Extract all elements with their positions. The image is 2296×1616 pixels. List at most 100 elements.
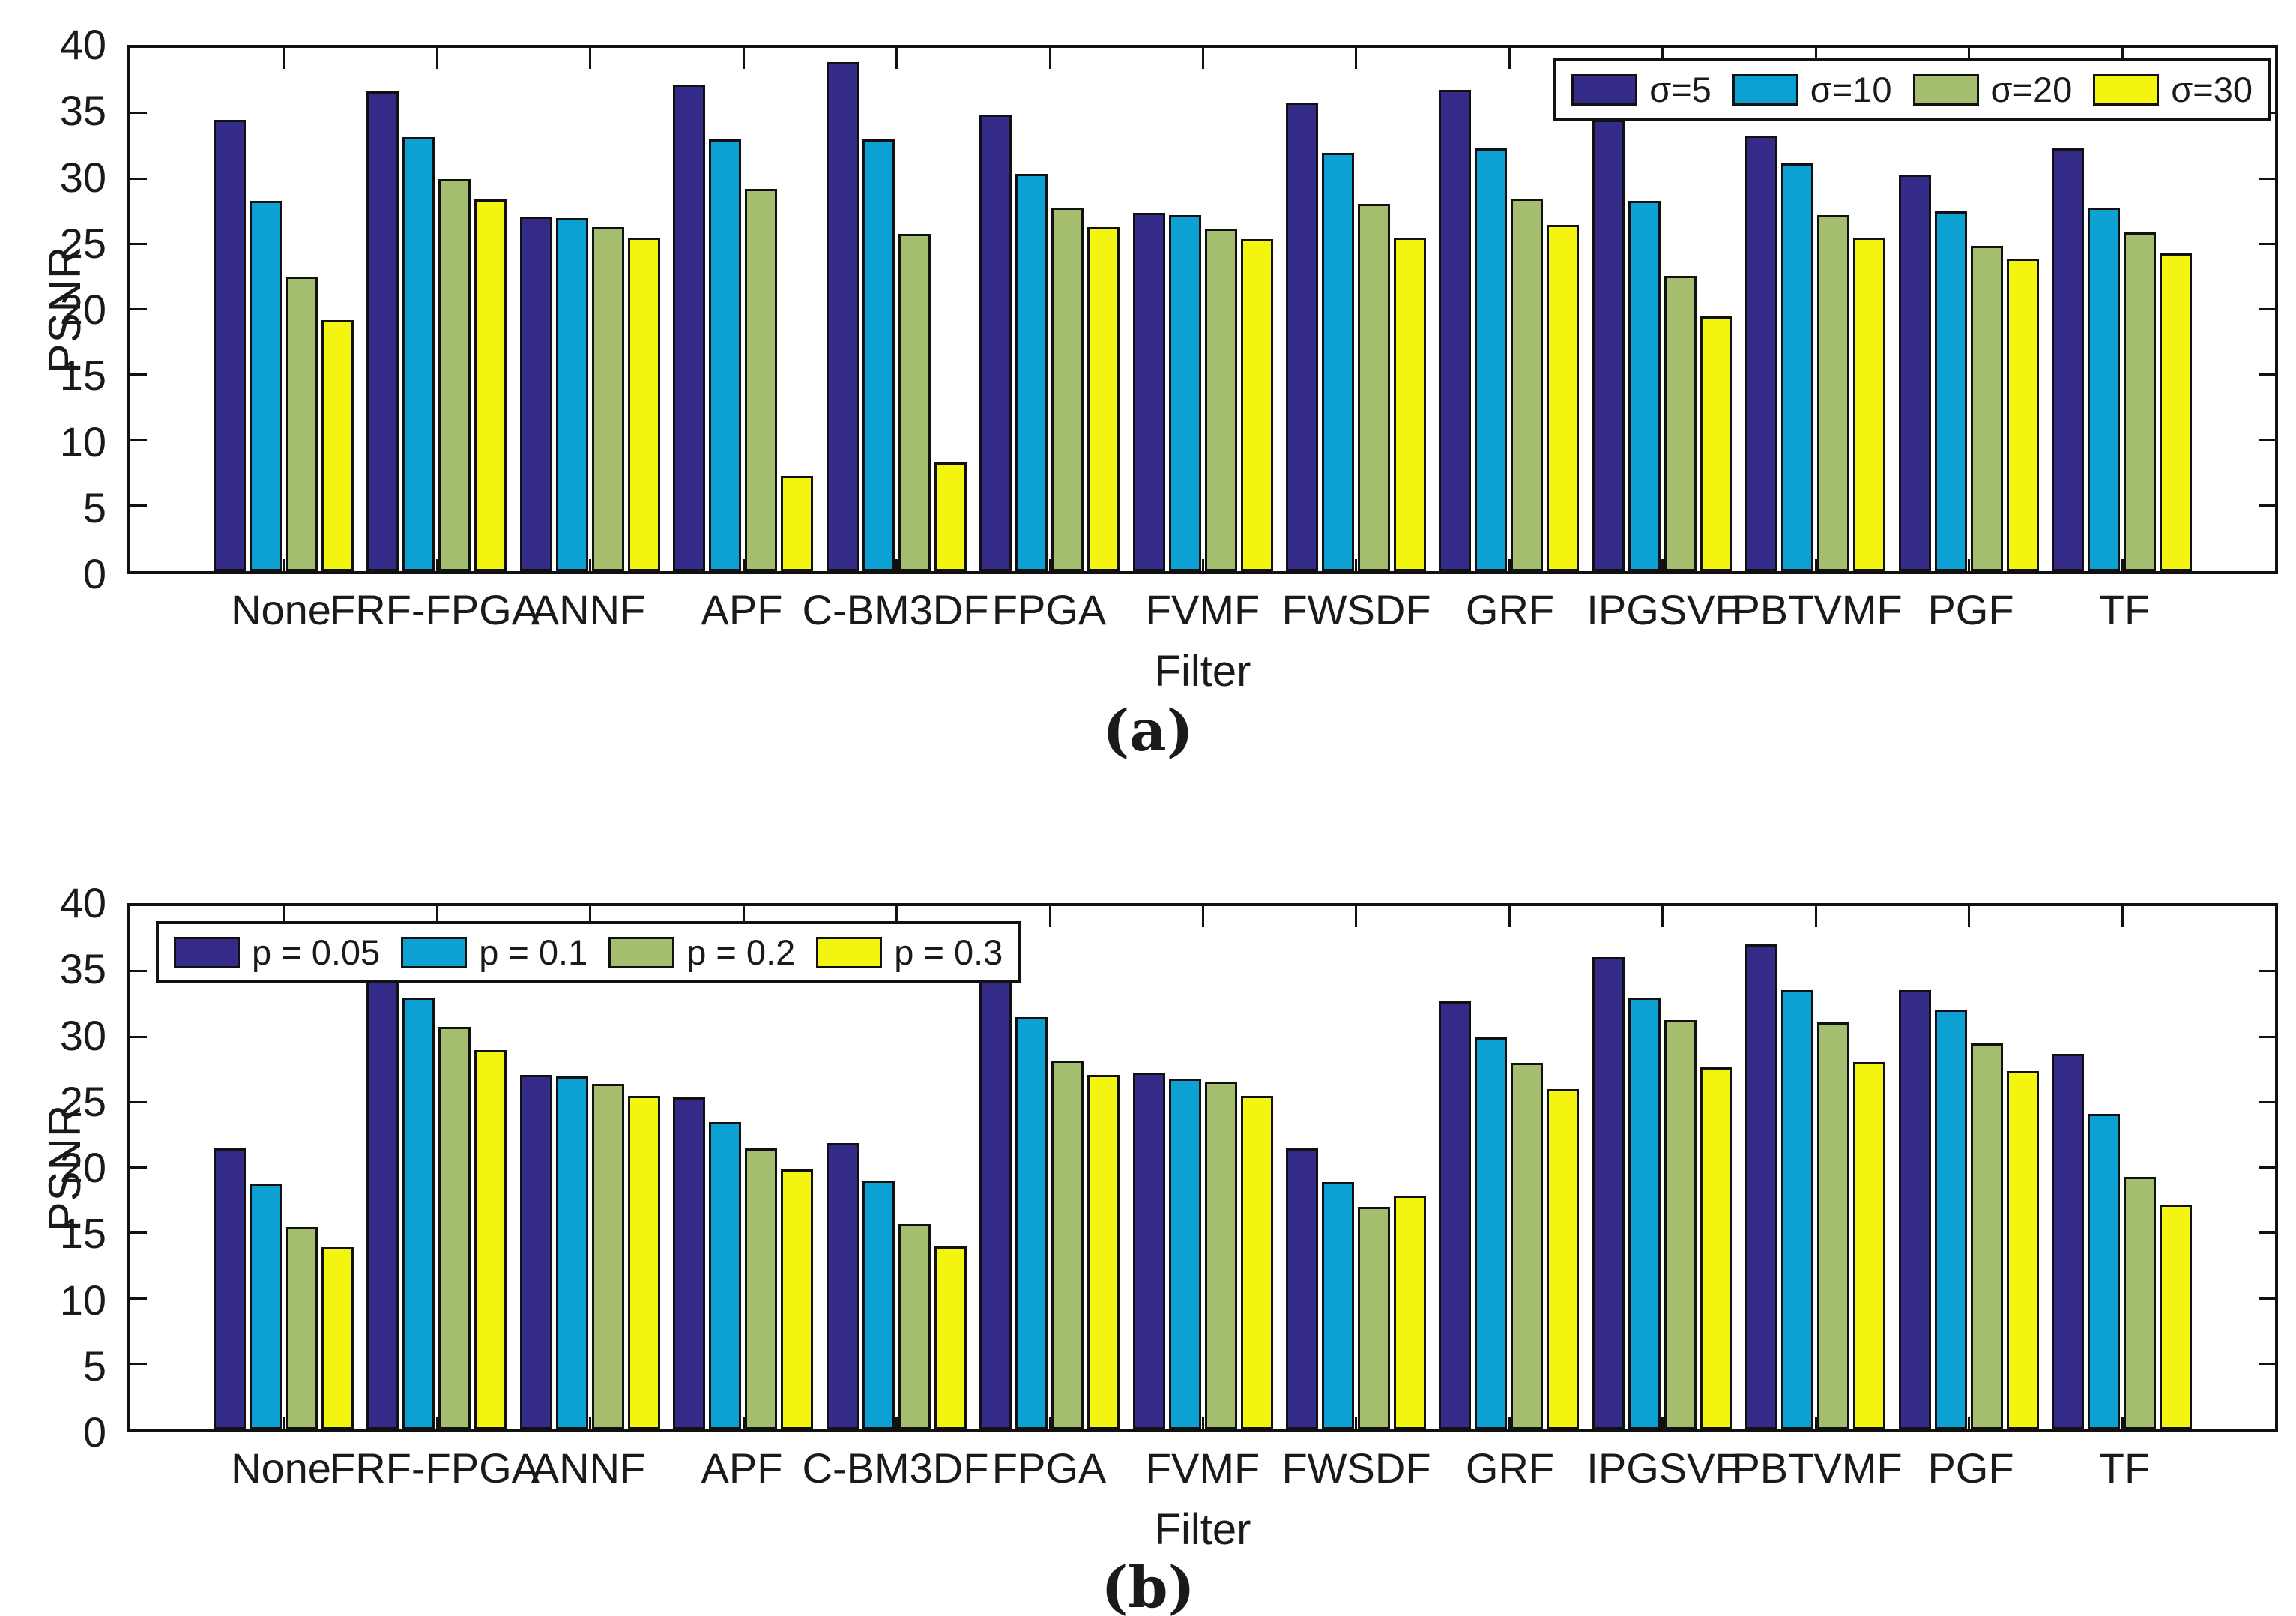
y-tick-mark-right <box>2259 242 2275 245</box>
x-tick-mark-bottom <box>895 559 898 571</box>
y-tick-label: 30 <box>59 1011 106 1059</box>
subfigure-caption-a: (a) <box>1102 697 1194 764</box>
x-tick-label: C-BM3DF <box>802 586 989 633</box>
bar <box>321 1247 354 1429</box>
legend-entry: p = 0.1 <box>401 932 587 973</box>
x-tick-mark-bottom <box>1048 559 1051 571</box>
x-tick-mark-bottom <box>2121 559 2124 571</box>
y-tick-mark-right <box>2259 1297 2275 1300</box>
bar <box>591 227 624 571</box>
y-tick-mark-right <box>2259 1035 2275 1038</box>
bar <box>1817 1022 1850 1429</box>
bar-group <box>821 48 971 571</box>
y-tick-mark-left <box>130 1362 147 1365</box>
bar-group <box>2047 906 2197 1429</box>
bar <box>1168 1079 1201 1429</box>
y-tick-label: 25 <box>59 1077 106 1125</box>
y-tick-label: 5 <box>82 1342 106 1390</box>
y-tick-mark-left <box>130 504 147 507</box>
x-tick-mark-bottom <box>895 1417 898 1429</box>
bar <box>1511 1063 1544 1429</box>
bar <box>1511 198 1544 571</box>
y-tick-label: 20 <box>59 286 106 333</box>
bar <box>1934 211 1967 571</box>
bar-group <box>1128 48 1278 571</box>
bar <box>1240 1096 1273 1429</box>
x-tick-label: FWSDF <box>1281 1444 1431 1492</box>
x-tick-label: FRF-FPGA <box>330 1444 540 1492</box>
bar-group <box>975 906 1125 1429</box>
y-tick-mark-right <box>2259 177 2275 180</box>
bar <box>781 475 814 571</box>
x-tick-mark-bottom <box>435 1417 438 1429</box>
x-tick-mark-top <box>435 906 438 927</box>
x-tick-mark-top <box>1968 906 1971 927</box>
x-tick-mark-bottom <box>283 559 286 571</box>
y-tick-mark-right <box>2259 970 2275 973</box>
y-tick-mark-left <box>130 242 147 245</box>
bar <box>1393 1195 1426 1429</box>
bar <box>627 1096 660 1429</box>
legend-entry: p = 0.3 <box>816 932 1003 973</box>
x-tick-mark-bottom <box>1355 559 1358 571</box>
bar <box>1132 1072 1165 1429</box>
y-tick-mark-left <box>130 308 147 310</box>
bar <box>979 115 1012 571</box>
bar <box>366 977 399 1429</box>
x-tick-label: FPGA <box>991 1444 1107 1492</box>
bar <box>1087 1075 1120 1429</box>
bar <box>285 277 318 571</box>
bar <box>321 319 354 571</box>
x-tick-label: FRF-FPGA <box>330 586 540 633</box>
x-tick-mark-top <box>1048 906 1051 927</box>
x-tick-mark-bottom <box>1202 559 1204 571</box>
legend-swatch <box>1912 73 1979 106</box>
y-tick-mark-right <box>2259 438 2275 441</box>
bar <box>1700 316 1732 571</box>
x-tick-mark-top <box>435 48 438 69</box>
x-tick-mark-top <box>742 48 745 69</box>
bar <box>1393 238 1426 571</box>
bar <box>898 1224 931 1429</box>
bar-group <box>208 48 358 571</box>
bar <box>2124 1177 2157 1429</box>
bar <box>1934 1009 1967 1429</box>
bar-group <box>1894 48 2043 571</box>
x-tick-label: IPGSVF <box>1586 1444 1741 1492</box>
legend-swatch <box>608 936 675 968</box>
y-tick-label: 10 <box>59 417 106 465</box>
y-tick-label: 20 <box>59 1144 106 1191</box>
legend-label: σ=5 <box>1649 70 1712 109</box>
y-tick-label: 0 <box>82 550 106 597</box>
legend-swatch <box>174 936 240 968</box>
x-tick-mark-bottom <box>1508 1417 1511 1429</box>
bar <box>627 238 660 571</box>
bar <box>2124 232 2157 571</box>
x-tick-labels: None FRF-FPGA ANNF APF C-BM3DF FPGA FVMF FWSDF G… <box>127 589 2278 642</box>
bar <box>1285 1148 1318 1429</box>
x-tick-mark-top <box>589 48 592 69</box>
bar <box>366 91 399 571</box>
x-tick-mark-top <box>1661 906 1664 927</box>
bar <box>1628 201 1661 571</box>
y-tick-label: 30 <box>59 153 106 201</box>
bar <box>1547 224 1580 571</box>
bar-group <box>975 48 1125 571</box>
bar <box>673 84 706 571</box>
x-tick-label: GRF <box>1465 586 1555 633</box>
bar <box>285 1226 318 1429</box>
bar <box>474 1049 507 1429</box>
bar <box>1898 175 1931 571</box>
y-tick-mark-left <box>130 1231 147 1234</box>
legend: σ=5 σ=10 σ=20 σ=30 <box>1553 58 2271 121</box>
bar <box>1285 103 1318 571</box>
x-tick-label: None <box>231 586 331 633</box>
bar <box>1321 1182 1354 1429</box>
y-tick-mark-left <box>130 177 147 180</box>
bar <box>2052 148 2085 571</box>
y-tick-label: 25 <box>59 219 106 267</box>
x-tick-label: PBTVMF <box>1732 586 1903 633</box>
legend-label: σ=10 <box>1810 70 1892 109</box>
bar <box>1592 957 1625 1429</box>
